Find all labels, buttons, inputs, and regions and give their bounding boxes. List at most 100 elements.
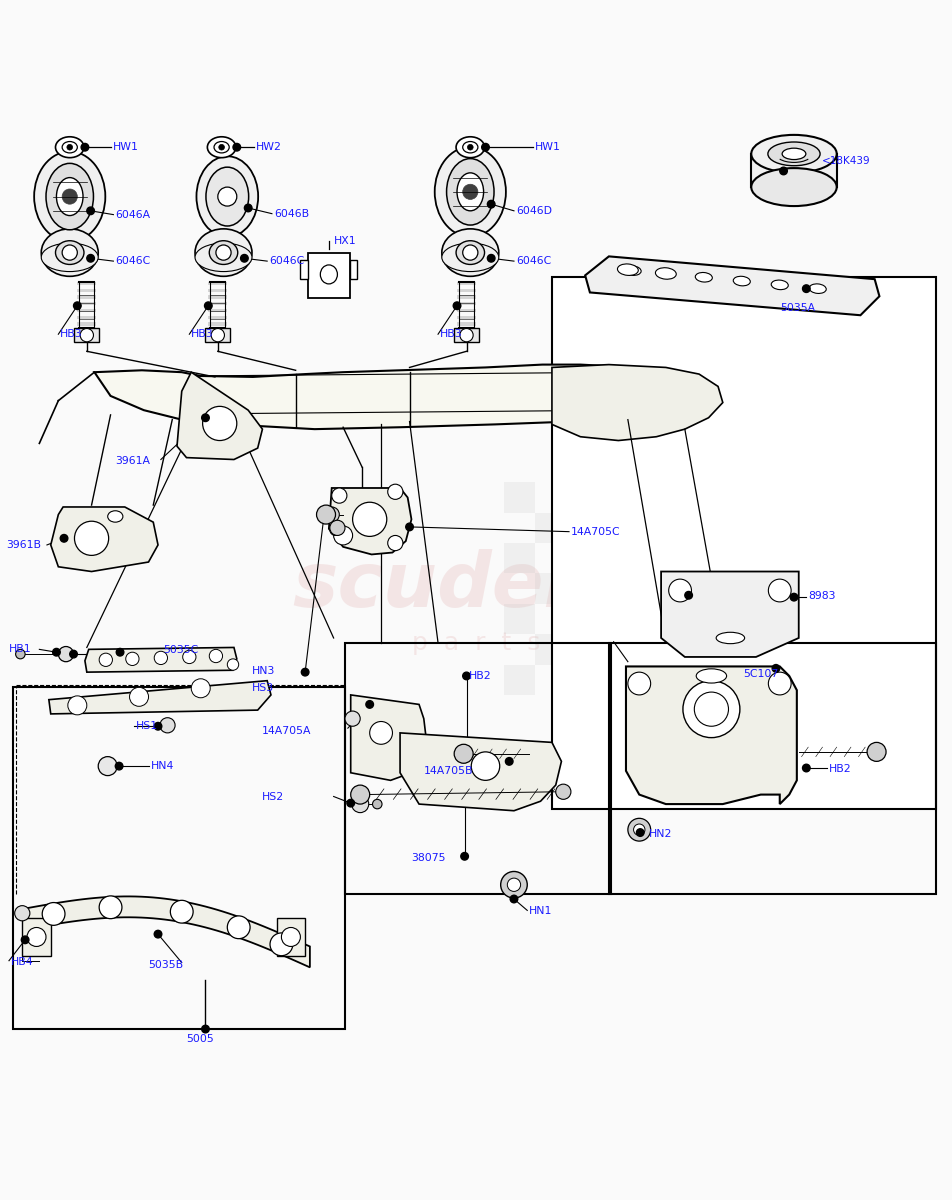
Bar [345, 643, 611, 894]
Circle shape [27, 928, 46, 947]
Circle shape [329, 524, 341, 535]
Ellipse shape [657, 269, 674, 278]
Circle shape [867, 743, 886, 761]
Text: HB3: HB3 [191, 329, 214, 340]
Circle shape [366, 701, 373, 708]
Text: 6046D: 6046D [516, 206, 552, 216]
Polygon shape [349, 260, 357, 280]
Bar [12, 688, 345, 1030]
Circle shape [507, 878, 521, 892]
Circle shape [160, 718, 175, 733]
Circle shape [772, 665, 780, 672]
Ellipse shape [62, 142, 77, 152]
Circle shape [351, 796, 368, 812]
Text: HB4: HB4 [10, 956, 33, 967]
Circle shape [637, 829, 644, 836]
Circle shape [347, 799, 354, 806]
Circle shape [14, 906, 30, 920]
Text: HS2: HS2 [262, 792, 284, 803]
Ellipse shape [195, 244, 252, 271]
Text: HB3: HB3 [440, 329, 463, 340]
Circle shape [510, 895, 518, 902]
Polygon shape [49, 680, 271, 714]
Circle shape [316, 505, 335, 524]
Text: HB2: HB2 [829, 764, 852, 774]
Circle shape [628, 818, 650, 841]
Ellipse shape [196, 156, 258, 236]
Polygon shape [208, 282, 228, 286]
Text: HS3: HS3 [252, 683, 274, 694]
Polygon shape [77, 295, 96, 299]
Text: HW2: HW2 [256, 143, 282, 152]
Ellipse shape [783, 148, 805, 160]
Bar [686, 482, 717, 512]
Circle shape [345, 712, 360, 726]
Circle shape [62, 188, 77, 204]
Circle shape [768, 672, 791, 695]
Bar [717, 574, 747, 604]
Circle shape [21, 936, 29, 943]
Text: HS1: HS1 [136, 721, 158, 731]
Circle shape [154, 652, 168, 665]
Bar [626, 604, 656, 634]
Ellipse shape [208, 137, 236, 157]
Polygon shape [25, 896, 310, 967]
Bar [565, 604, 596, 634]
Circle shape [80, 329, 93, 342]
Ellipse shape [456, 137, 485, 157]
Circle shape [81, 144, 89, 151]
Circle shape [467, 144, 473, 150]
Circle shape [126, 653, 139, 666]
Text: 6046C: 6046C [269, 256, 305, 266]
Circle shape [628, 672, 650, 695]
Circle shape [202, 414, 209, 421]
Ellipse shape [809, 284, 826, 294]
Ellipse shape [34, 151, 106, 241]
Text: HB1: HB1 [9, 644, 31, 654]
Bar [552, 277, 937, 809]
Text: 14A705A: 14A705A [262, 726, 311, 736]
Circle shape [460, 329, 473, 342]
Circle shape [302, 668, 309, 676]
Text: HW1: HW1 [112, 143, 138, 152]
Circle shape [324, 506, 339, 522]
Bar [565, 665, 596, 695]
Ellipse shape [733, 276, 750, 286]
Circle shape [668, 580, 691, 602]
Polygon shape [457, 308, 476, 312]
Bar [505, 544, 535, 574]
Text: 14A705B: 14A705B [424, 766, 473, 776]
Text: scuderia: scuderia [292, 548, 660, 623]
Text: 5035B: 5035B [149, 960, 184, 971]
Text: 6046C: 6046C [516, 256, 551, 266]
Bar [656, 634, 686, 665]
Circle shape [329, 521, 345, 535]
Circle shape [87, 254, 94, 262]
Bar [505, 665, 535, 695]
Bar [717, 634, 747, 665]
Bar [565, 544, 596, 574]
Ellipse shape [195, 229, 252, 276]
Circle shape [209, 649, 223, 662]
Text: HN2: HN2 [648, 829, 672, 840]
Circle shape [73, 302, 81, 310]
Circle shape [202, 1025, 209, 1033]
Circle shape [211, 329, 225, 342]
Polygon shape [208, 289, 228, 292]
Circle shape [87, 208, 94, 215]
Circle shape [463, 185, 478, 199]
Circle shape [216, 245, 231, 260]
Circle shape [453, 302, 461, 310]
Circle shape [684, 592, 692, 599]
Text: HN3: HN3 [252, 666, 275, 676]
Ellipse shape [456, 241, 485, 264]
Circle shape [74, 521, 109, 556]
Circle shape [350, 785, 369, 804]
Ellipse shape [618, 264, 638, 276]
Circle shape [454, 744, 473, 763]
Circle shape [241, 254, 248, 262]
Polygon shape [208, 308, 228, 312]
Polygon shape [208, 323, 228, 325]
Bar [717, 512, 747, 544]
Circle shape [170, 900, 193, 923]
